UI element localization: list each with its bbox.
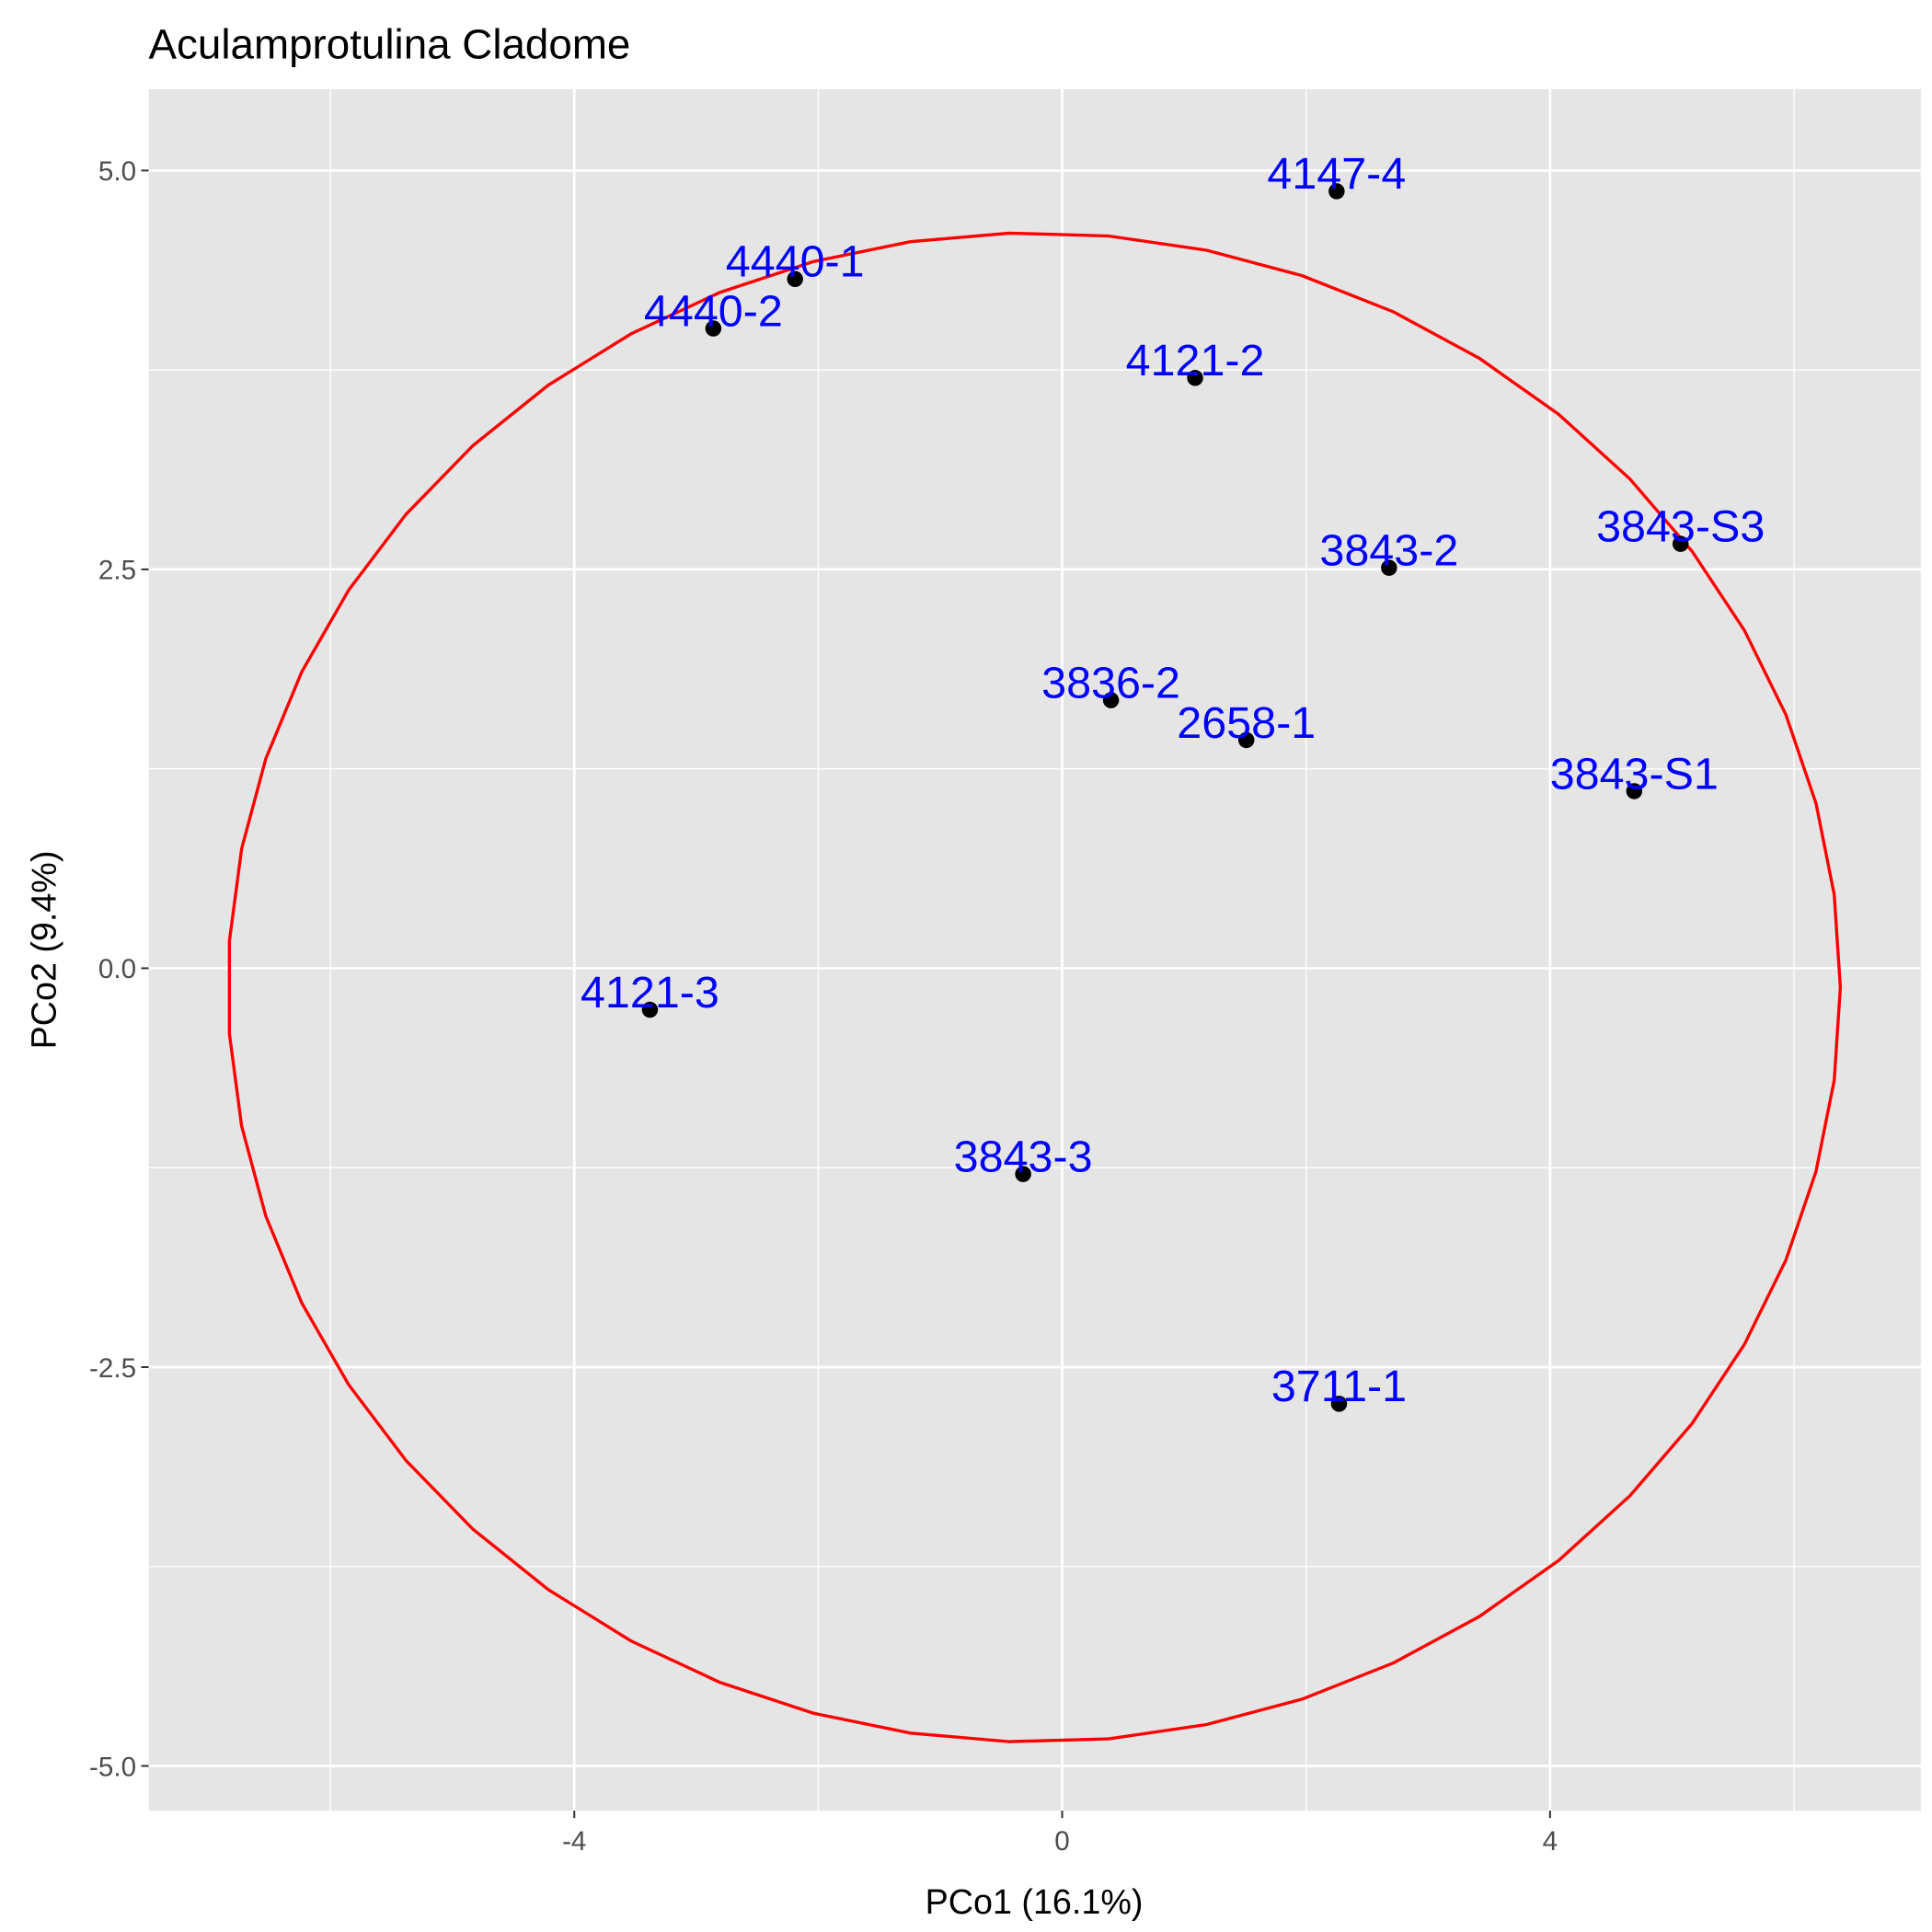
data-point: [641, 1001, 659, 1018]
data-point: [1381, 559, 1397, 576]
point-label: 3843-S3: [1596, 501, 1765, 551]
point-label: 4121-2: [1126, 336, 1265, 385]
data-point: [705, 320, 722, 337]
point-label: 4147-4: [1267, 149, 1406, 199]
y-axis-label: PCo2 (9.4%): [25, 851, 63, 1050]
data-point: [1015, 1166, 1031, 1182]
axes: -4 0 4 -5.0 -2.5 0.0 2.5 5.0: [89, 156, 1558, 1857]
point-label: 3836-2: [1041, 658, 1180, 707]
y-tick-label: -2.5: [89, 1353, 136, 1384]
y-tick-label: -5.0: [89, 1752, 136, 1782]
point-label: 3843-S1: [1550, 749, 1719, 799]
point-label: 3843-2: [1319, 525, 1458, 575]
x-tick-label: 4: [1543, 1826, 1558, 1857]
data-point: [1328, 183, 1345, 200]
x-tick-label: -4: [562, 1826, 586, 1857]
grid: [148, 88, 1921, 1811]
data-point: [1672, 535, 1689, 552]
data-point: [1187, 370, 1203, 386]
y-tick-label: 0.0: [98, 954, 136, 984]
data-point: [787, 270, 803, 288]
data-point: [1330, 1396, 1348, 1412]
data-point: [1237, 731, 1255, 749]
data-point: [1102, 692, 1120, 708]
confidence-ellipse: [227, 231, 1843, 1743]
point-label: 4440-1: [726, 237, 865, 287]
x-tick-label: 0: [1054, 1826, 1069, 1857]
chart-title: Aculamprotulina Cladome: [149, 20, 631, 67]
point-label: 4121-3: [581, 968, 719, 1018]
plot-panel: [148, 88, 1921, 1811]
point-label: 3843-3: [954, 1132, 1093, 1181]
point-label: 3711-1: [1271, 1362, 1407, 1411]
y-tick-label: 5.0: [98, 156, 136, 187]
point-label: 2658-1: [1177, 698, 1316, 748]
data-point: [1626, 783, 1643, 799]
y-tick-label: 2.5: [98, 556, 136, 586]
x-axis-label: PCo1 (16.1%): [926, 1882, 1144, 1921]
point-label: 4440-2: [644, 286, 783, 336]
